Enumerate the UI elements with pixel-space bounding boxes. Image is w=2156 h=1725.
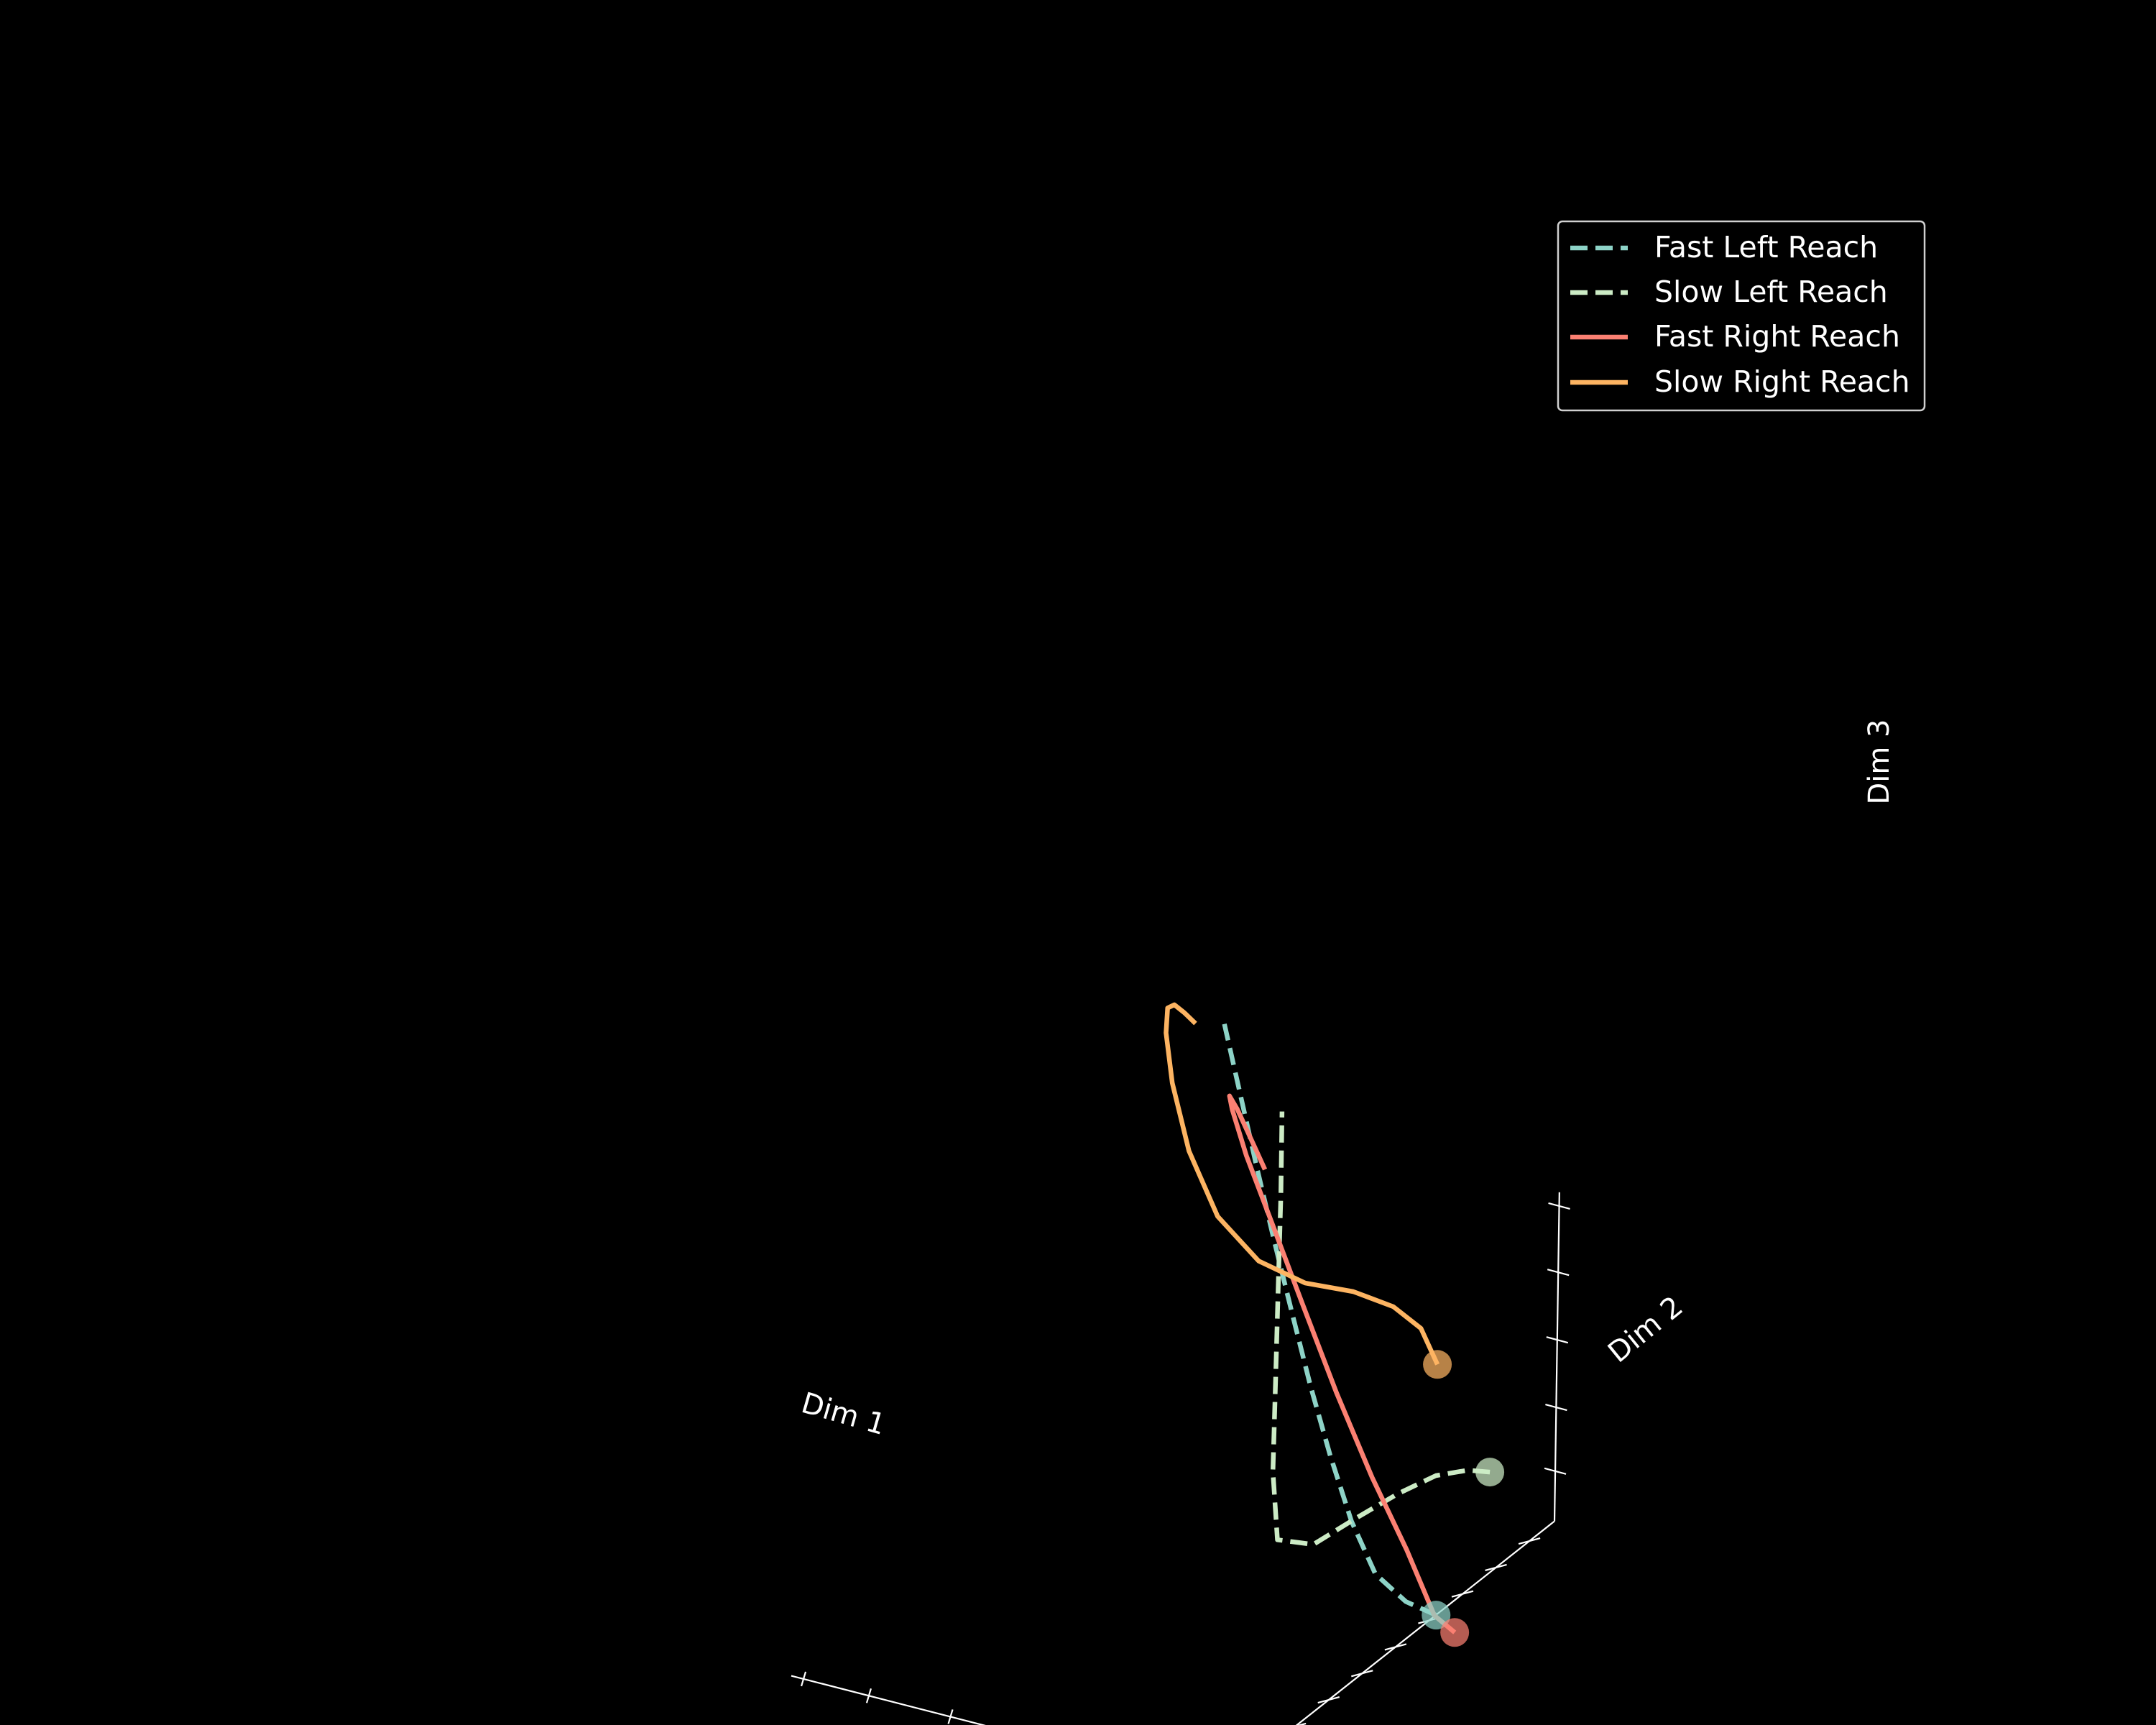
legend-label: Slow Right Reach bbox=[1654, 364, 1910, 399]
legend-frame bbox=[1557, 220, 1926, 412]
series-line-slow-left-reach bbox=[1270, 1111, 1491, 1547]
z-axis-tick bbox=[1548, 1202, 1570, 1210]
x-axis-label: Dim 1 bbox=[798, 1386, 889, 1442]
z-axis-label: Dim 3 bbox=[1863, 719, 1896, 804]
legend-label: Fast Right Reach bbox=[1654, 319, 1900, 354]
series-line-fast-right-reach bbox=[1227, 1093, 1457, 1634]
start-point-slow-left-reach bbox=[1475, 1458, 1505, 1487]
y-axis-tick bbox=[1518, 1537, 1541, 1545]
y-axis-tick bbox=[1384, 1643, 1407, 1651]
start-point-fast-right-reach bbox=[1440, 1618, 1470, 1647]
legend: Fast Left Reach Slow Left Reach Fast Rig… bbox=[1557, 220, 1926, 412]
x-axis-tick bbox=[801, 1671, 807, 1687]
legend-label: Fast Left Reach bbox=[1654, 230, 1878, 264]
axes bbox=[791, 1192, 1570, 1725]
y-axis-tick bbox=[1317, 1696, 1340, 1704]
y-axis-line bbox=[1295, 1520, 1555, 1725]
legend-entry: Slow Left Reach bbox=[1570, 275, 1888, 309]
y-axis-tick bbox=[1485, 1563, 1507, 1571]
z-axis-tick bbox=[1547, 1269, 1570, 1276]
series-line-slow-right-reach bbox=[1164, 1002, 1440, 1366]
y-axis-tick bbox=[1451, 1590, 1474, 1598]
z-axis-tick bbox=[1544, 1467, 1567, 1475]
y-axis-tick bbox=[1351, 1670, 1373, 1678]
y-axis-label: Dim 2 bbox=[1602, 1290, 1689, 1370]
z-axis-tick bbox=[1545, 1404, 1567, 1412]
legend-entry: Fast Right Reach bbox=[1570, 319, 1900, 354]
legend-entry: Fast Left Reach bbox=[1570, 230, 1878, 264]
y-axis-tick bbox=[1297, 1722, 1307, 1725]
x-axis-line bbox=[791, 1675, 986, 1725]
z-axis-line bbox=[1553, 1192, 1560, 1522]
x-axis-tick bbox=[947, 1709, 954, 1724]
z-axis-tick bbox=[1546, 1336, 1569, 1344]
start-markers bbox=[1422, 1350, 1505, 1647]
legend-entry: Slow Right Reach bbox=[1570, 364, 1910, 399]
start-point-fast-left-reach bbox=[1422, 1601, 1451, 1630]
x-axis-tick bbox=[865, 1688, 872, 1703]
series-line-fast-left-reach bbox=[1222, 1023, 1437, 1618]
series-layer bbox=[1164, 1002, 1491, 1634]
start-point-slow-right-reach bbox=[1423, 1350, 1452, 1379]
legend-label: Slow Left Reach bbox=[1654, 275, 1888, 309]
